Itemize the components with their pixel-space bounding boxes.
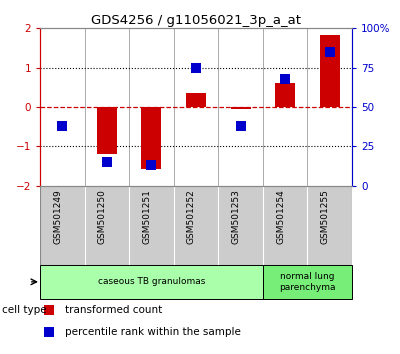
Point bbox=[326, 49, 333, 55]
Text: cell type: cell type bbox=[2, 305, 47, 315]
Text: caseous TB granulomas: caseous TB granulomas bbox=[98, 277, 205, 286]
Bar bbox=[320, 35, 340, 107]
Point bbox=[59, 123, 66, 129]
Text: GSM501249: GSM501249 bbox=[53, 189, 62, 244]
Bar bbox=[263, 265, 352, 299]
Bar bbox=[40, 265, 263, 299]
Point bbox=[237, 123, 244, 129]
Point bbox=[46, 307, 52, 313]
Bar bbox=[186, 93, 206, 107]
Point bbox=[148, 162, 155, 168]
Text: GSM501254: GSM501254 bbox=[276, 189, 285, 244]
Text: transformed count: transformed count bbox=[65, 305, 162, 315]
Bar bbox=[141, 107, 162, 169]
Text: percentile rank within the sample: percentile rank within the sample bbox=[65, 327, 241, 337]
Point bbox=[46, 330, 52, 335]
Text: GSM501251: GSM501251 bbox=[142, 189, 152, 244]
Text: GSM501250: GSM501250 bbox=[98, 189, 107, 244]
Text: GSM501252: GSM501252 bbox=[187, 189, 196, 244]
Point bbox=[104, 159, 110, 165]
Bar bbox=[97, 107, 117, 154]
Title: GDS4256 / g11056021_3p_a_at: GDS4256 / g11056021_3p_a_at bbox=[91, 14, 301, 27]
Text: GSM501253: GSM501253 bbox=[232, 189, 240, 244]
Text: normal lung
parenchyma: normal lung parenchyma bbox=[279, 272, 336, 292]
Point bbox=[282, 76, 288, 81]
Bar bbox=[275, 83, 295, 107]
Bar bbox=[230, 107, 250, 109]
Point bbox=[193, 65, 199, 70]
Text: GSM501255: GSM501255 bbox=[321, 189, 330, 244]
